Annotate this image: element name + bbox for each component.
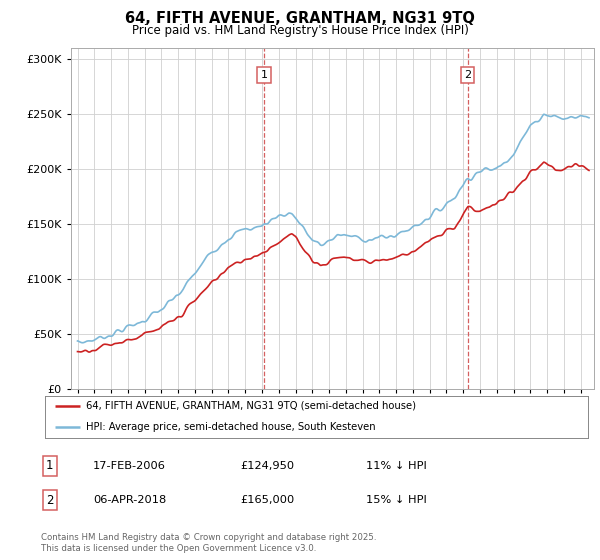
Text: Contains HM Land Registry data © Crown copyright and database right 2025.
This d: Contains HM Land Registry data © Crown c…: [41, 533, 376, 553]
Text: 64, FIFTH AVENUE, GRANTHAM, NG31 9TQ (semi-detached house): 64, FIFTH AVENUE, GRANTHAM, NG31 9TQ (se…: [86, 401, 416, 411]
Text: 15% ↓ HPI: 15% ↓ HPI: [366, 495, 427, 505]
Text: 1: 1: [260, 70, 268, 80]
Text: 11% ↓ HPI: 11% ↓ HPI: [366, 461, 427, 471]
Text: £165,000: £165,000: [240, 495, 294, 505]
Text: 2: 2: [464, 70, 471, 80]
Text: HPI: Average price, semi-detached house, South Kesteven: HPI: Average price, semi-detached house,…: [86, 422, 376, 432]
Text: 2: 2: [46, 493, 53, 507]
Text: 06-APR-2018: 06-APR-2018: [93, 495, 166, 505]
Text: Price paid vs. HM Land Registry's House Price Index (HPI): Price paid vs. HM Land Registry's House …: [131, 24, 469, 36]
Text: 64, FIFTH AVENUE, GRANTHAM, NG31 9TQ: 64, FIFTH AVENUE, GRANTHAM, NG31 9TQ: [125, 11, 475, 26]
Text: 17-FEB-2006: 17-FEB-2006: [93, 461, 166, 471]
Text: £124,950: £124,950: [240, 461, 294, 471]
Text: 1: 1: [46, 459, 53, 473]
